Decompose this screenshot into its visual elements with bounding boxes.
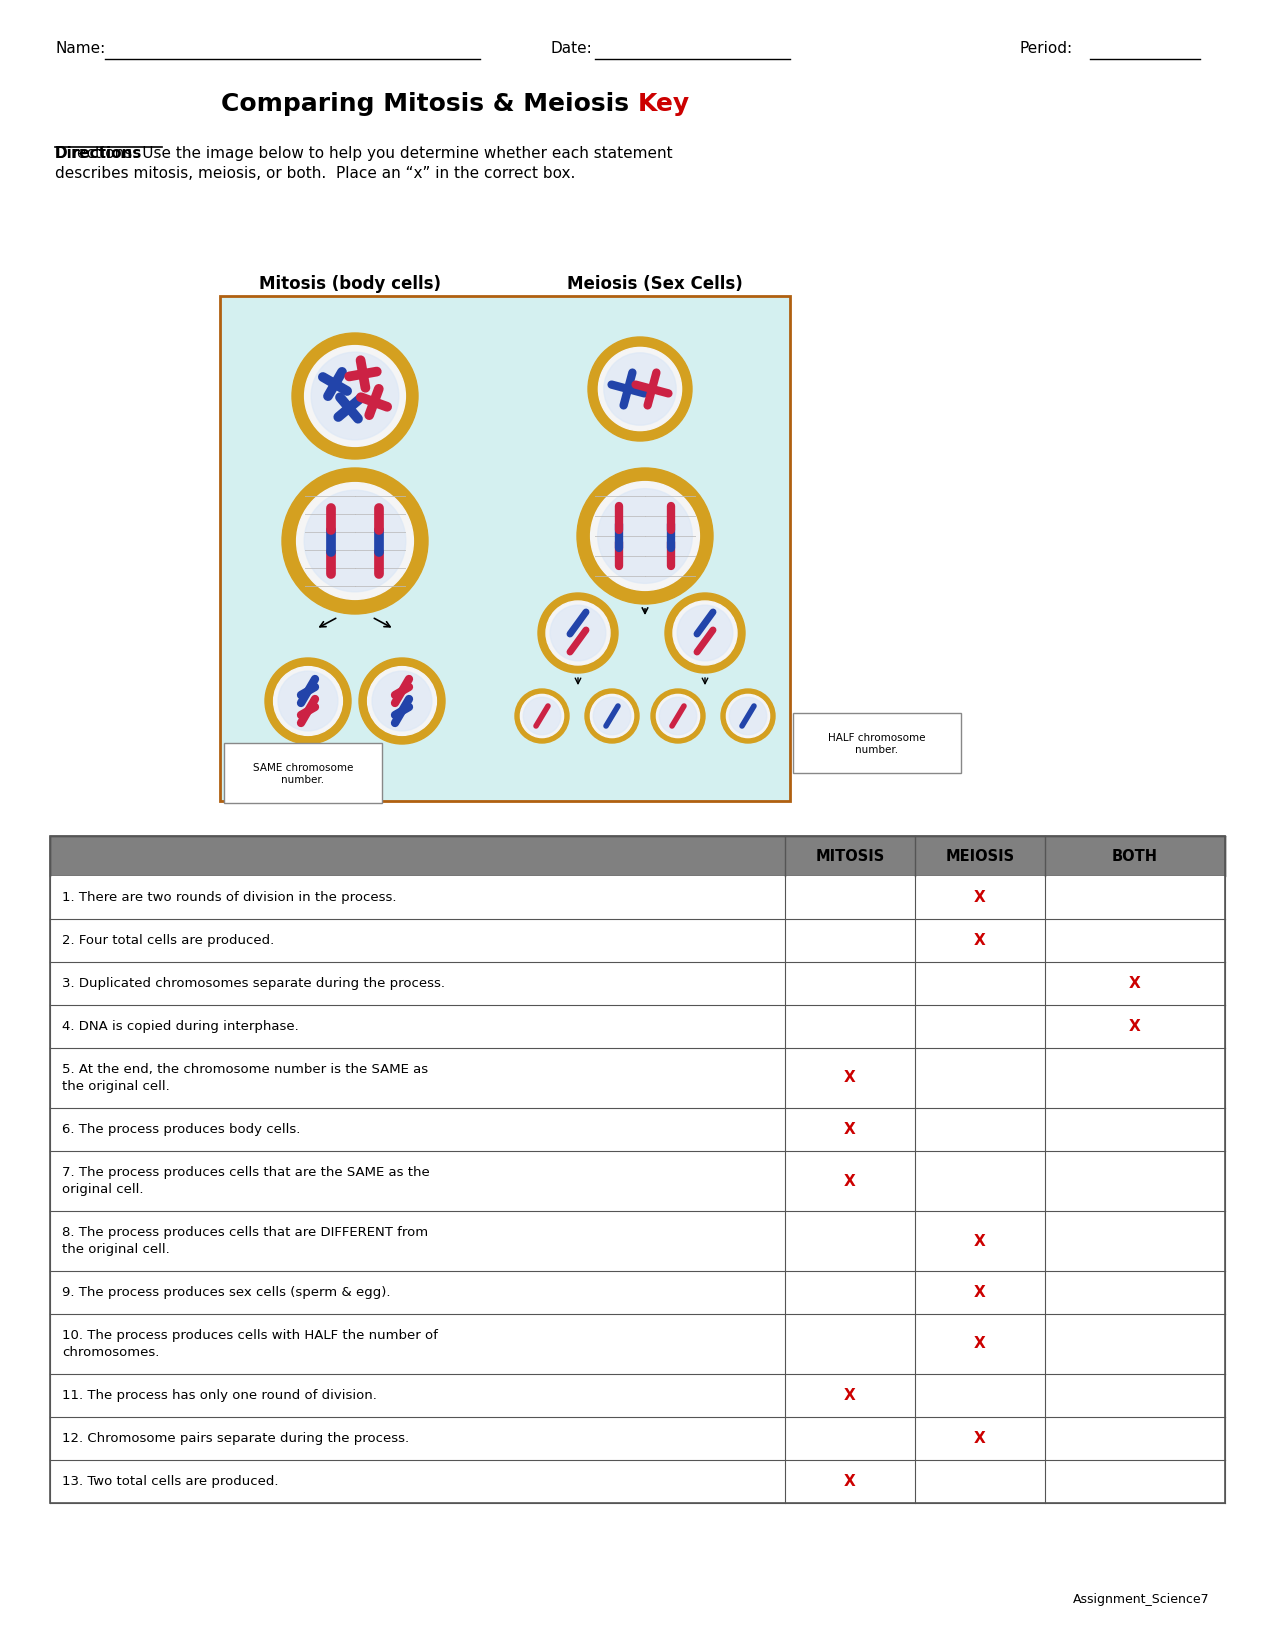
Text: X: X [844, 1474, 856, 1489]
Circle shape [604, 353, 676, 426]
Bar [50, 1048, 1225, 1108]
Bar [50, 1271, 1225, 1314]
Circle shape [523, 697, 561, 735]
Text: X: X [844, 1070, 856, 1085]
Text: Directions: Directions [55, 145, 143, 162]
Text: X: X [844, 1388, 856, 1403]
Text: Directions: Use the image below to help you determine whether each statement
des: Directions: Use the image below to help … [55, 145, 673, 182]
Circle shape [278, 670, 338, 731]
Circle shape [659, 697, 697, 735]
Text: Comparing Mitosis & Meiosis: Comparing Mitosis & Meiosis [221, 92, 638, 116]
FancyBboxPatch shape [224, 743, 382, 802]
Bar [50, 1417, 1225, 1459]
Text: X: X [974, 1431, 986, 1446]
Text: 11. The process has only one round of division.: 11. The process has only one round of di… [62, 1388, 377, 1402]
Text: 9. The process produces sex cells (sperm & egg).: 9. The process produces sex cells (sperm… [62, 1286, 390, 1299]
Bar [50, 835, 1225, 877]
Text: Period:: Period: [1020, 41, 1074, 56]
Circle shape [305, 490, 405, 591]
Circle shape [520, 695, 564, 738]
Bar [50, 1459, 1225, 1502]
Bar [50, 1108, 1225, 1151]
Text: 2. Four total cells are produced.: 2. Four total cells are produced. [62, 934, 274, 948]
Circle shape [727, 695, 770, 738]
Text: X: X [974, 1337, 986, 1352]
Circle shape [292, 334, 418, 459]
Text: BOTH: BOTH [1112, 849, 1158, 863]
Circle shape [666, 593, 745, 674]
Text: Key: Key [638, 92, 690, 116]
FancyBboxPatch shape [793, 713, 961, 773]
Text: MEIOSIS: MEIOSIS [946, 849, 1015, 863]
Text: Meiosis (Sex Cells): Meiosis (Sex Cells) [567, 276, 743, 292]
Circle shape [578, 467, 713, 604]
Text: 7. The process produces cells that are the SAME as the
original cell.: 7. The process produces cells that are t… [62, 1166, 430, 1195]
Text: 1. There are two rounds of division in the process.: 1. There are two rounds of division in t… [62, 892, 397, 905]
Bar [50, 1374, 1225, 1417]
Text: 13. Two total cells are produced.: 13. Two total cells are produced. [62, 1474, 278, 1488]
Text: HALF chromosome
number.: HALF chromosome number. [829, 733, 926, 755]
Bar [50, 920, 1225, 963]
Text: 5. At the end, the chromosome number is the SAME as
the original cell.: 5. At the end, the chromosome number is … [62, 1063, 428, 1093]
Text: 4. DNA is copied during interphase.: 4. DNA is copied during interphase. [62, 1020, 298, 1034]
Circle shape [274, 667, 343, 735]
Circle shape [593, 697, 631, 735]
Circle shape [372, 670, 432, 731]
Text: Date:: Date: [550, 41, 592, 56]
Text: 8. The process produces cells that are DIFFERENT from
the original cell.: 8. The process produces cells that are D… [62, 1227, 428, 1256]
Circle shape [360, 659, 445, 745]
Text: X: X [844, 1174, 856, 1189]
Circle shape [538, 593, 618, 674]
Circle shape [367, 667, 436, 735]
Circle shape [311, 352, 399, 439]
Text: 10. The process produces cells with HALF the number of
chromosomes.: 10. The process produces cells with HALF… [62, 1329, 437, 1359]
Bar [50, 1005, 1225, 1048]
Text: SAME chromosome
number.: SAME chromosome number. [252, 763, 353, 784]
Circle shape [305, 345, 405, 446]
Circle shape [265, 659, 351, 745]
Text: X: X [974, 933, 986, 948]
Circle shape [657, 695, 700, 738]
Text: Mitosis (body cells): Mitosis (body cells) [259, 276, 441, 292]
Bar [221, 296, 790, 801]
Text: 3. Duplicated chromosomes separate during the process.: 3. Duplicated chromosomes separate durin… [62, 977, 445, 991]
Circle shape [652, 688, 705, 743]
Bar [50, 1314, 1225, 1374]
Text: X: X [974, 1233, 986, 1248]
Circle shape [729, 697, 766, 735]
Text: MITOSIS: MITOSIS [816, 849, 885, 863]
Circle shape [598, 489, 692, 583]
Circle shape [673, 601, 737, 665]
Bar [50, 835, 1225, 1502]
Circle shape [677, 606, 733, 660]
Circle shape [297, 482, 413, 599]
Circle shape [585, 688, 639, 743]
Bar [50, 963, 1225, 1005]
Text: X: X [844, 1123, 856, 1138]
Text: 12. Chromosome pairs separate during the process.: 12. Chromosome pairs separate during the… [62, 1431, 409, 1445]
Text: 6. The process produces body cells.: 6. The process produces body cells. [62, 1123, 301, 1136]
Text: X: X [1130, 976, 1141, 991]
Circle shape [598, 347, 682, 431]
Text: Name:: Name: [55, 41, 106, 56]
Circle shape [546, 601, 609, 665]
Bar [50, 1210, 1225, 1271]
Text: Assignment_Science7: Assignment_Science7 [1074, 1593, 1210, 1606]
Circle shape [515, 688, 569, 743]
Text: X: X [974, 1284, 986, 1299]
Circle shape [282, 467, 428, 614]
Circle shape [590, 482, 700, 591]
Circle shape [720, 688, 775, 743]
Text: X: X [974, 890, 986, 905]
Text: X: X [1130, 1019, 1141, 1034]
Circle shape [590, 695, 634, 738]
Circle shape [588, 337, 692, 441]
Circle shape [550, 606, 606, 660]
Bar [50, 1151, 1225, 1210]
Bar [50, 877, 1225, 920]
